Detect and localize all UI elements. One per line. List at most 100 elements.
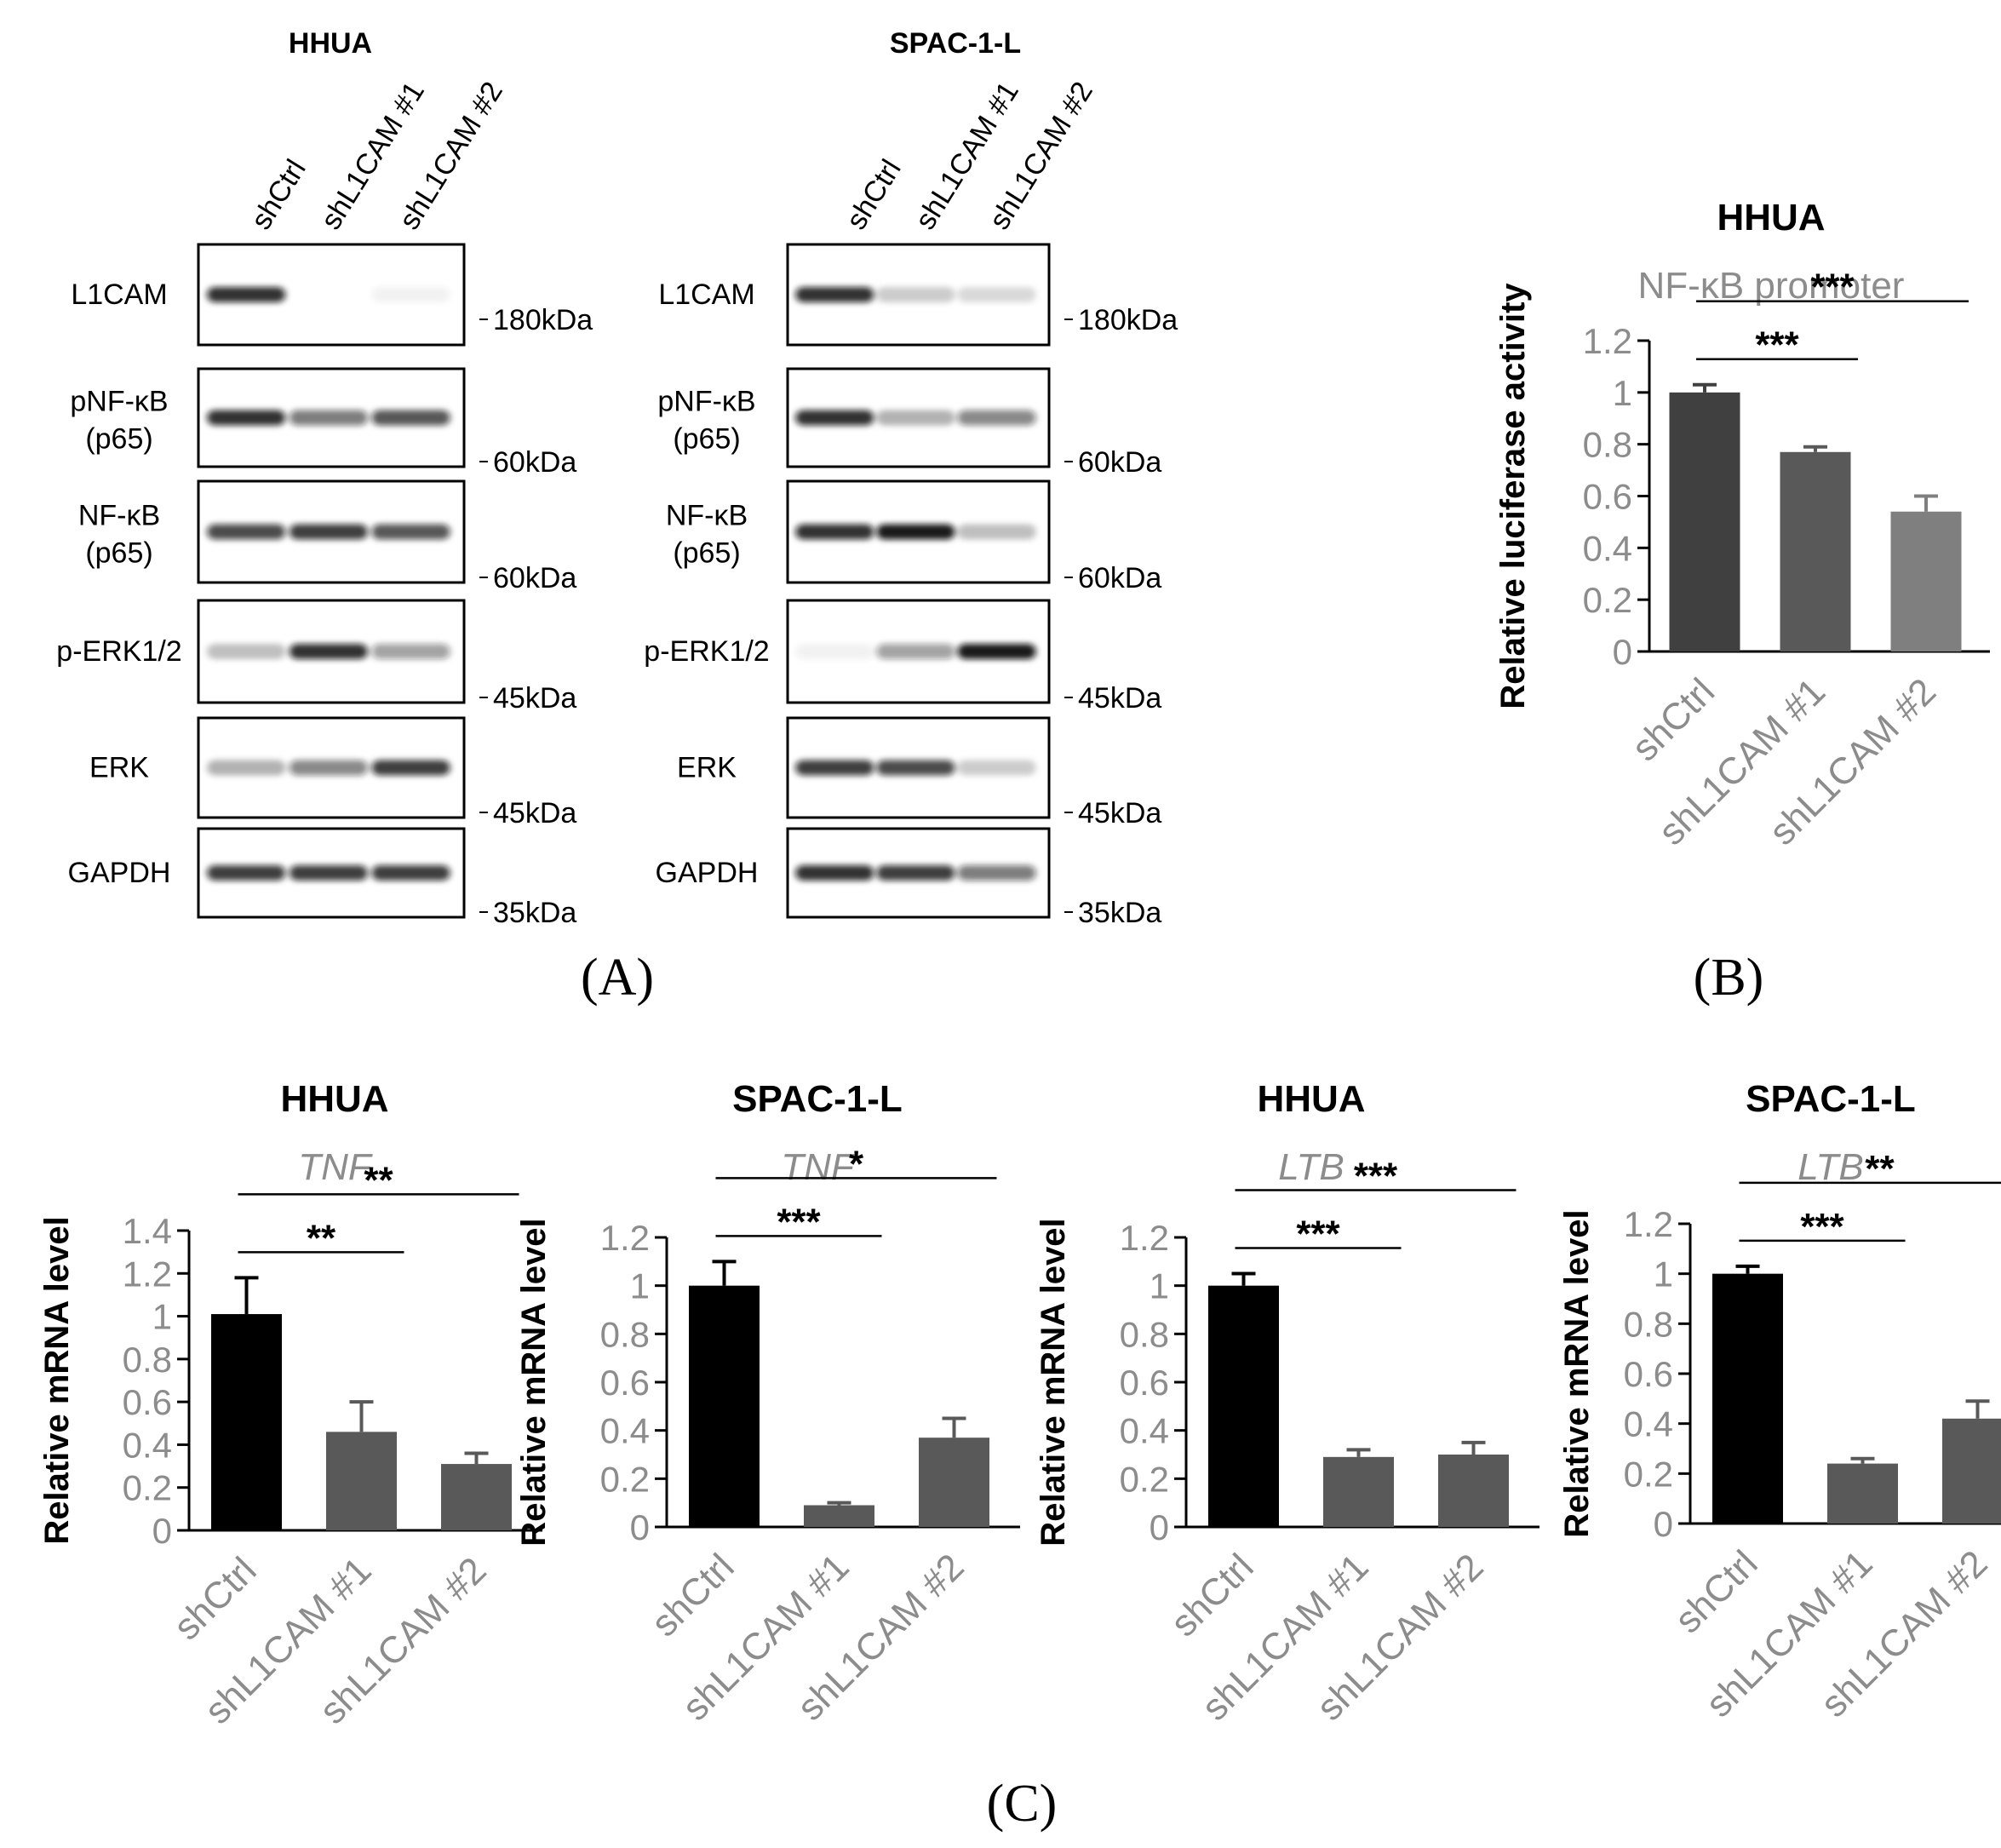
chart-subtitle: NF-κB promoter (1638, 265, 1905, 307)
blot-band (207, 644, 286, 659)
blot-band (289, 865, 368, 881)
blot-band (795, 524, 874, 540)
protein-label: GAPDH (68, 857, 171, 889)
blot-band (795, 410, 874, 426)
y-tick-label: 0 (1150, 1507, 1169, 1547)
blot-band (371, 644, 450, 659)
y-tick-label: 0.6 (1583, 477, 1632, 517)
x-tick-label: shCtrl (1624, 670, 1723, 769)
blot-band (207, 410, 286, 426)
blot-band (371, 410, 450, 426)
y-tick-label: 1.2 (123, 1254, 172, 1294)
bar (919, 1438, 989, 1527)
protein-label: GAPDH (656, 857, 759, 889)
size-marker: 35kDa (493, 897, 576, 929)
y-tick-label: 0.4 (1120, 1411, 1169, 1451)
y-axis-label: Relative mRNA level (1035, 1218, 1072, 1546)
significance-label: *** (1810, 267, 1855, 308)
y-tick-label: 1 (152, 1297, 172, 1337)
x-tick-label: shCtrl (166, 1549, 265, 1648)
significance-label: *** (777, 1201, 821, 1243)
blot-band (795, 760, 874, 776)
blot-band (371, 287, 450, 302)
chart-title: HHUA (1717, 197, 1825, 238)
blot-band (876, 524, 955, 540)
y-tick-label: 0 (1613, 632, 1632, 672)
chart-title: HHUA (280, 1078, 388, 1120)
protein-label: (p65) (85, 537, 152, 570)
significance-label: ** (1865, 1148, 1895, 1190)
bar (441, 1464, 512, 1530)
y-tick-label: 0.6 (1120, 1363, 1169, 1403)
chart-subtitle: LTB (1797, 1146, 1863, 1188)
y-tick-label: 0.4 (600, 1411, 650, 1451)
significance-label: *** (1800, 1206, 1844, 1248)
y-tick-label: 0 (630, 1507, 650, 1547)
bar (689, 1285, 760, 1527)
size-marker: 60kDa (1078, 446, 1161, 479)
y-tick-label: 1.2 (1583, 321, 1632, 361)
bar (1780, 451, 1851, 651)
bar (1890, 511, 1962, 651)
protein-label: NF-κB (666, 500, 748, 532)
chart-title: SPAC-1-L (732, 1078, 903, 1120)
y-tick-label: 0.6 (123, 1382, 172, 1422)
blot-band (795, 644, 874, 659)
y-tick-label: 0.2 (1120, 1459, 1169, 1499)
blot-band (957, 865, 1036, 881)
y-axis-label: Relative mRNA level (515, 1218, 553, 1546)
y-tick-label: 1.2 (600, 1218, 650, 1258)
significance-label: * (849, 1143, 864, 1185)
x-tick-label: shCtrl (644, 1546, 742, 1644)
chart-subtitle: TNF (298, 1146, 373, 1188)
y-tick-label: 0.6 (600, 1363, 650, 1403)
y-tick-label: 0.2 (1583, 580, 1632, 620)
y-tick-label: 0.4 (1583, 528, 1632, 568)
y-tick-label: 1 (1150, 1266, 1169, 1306)
y-tick-label: 1 (1654, 1254, 1673, 1294)
bar (1942, 1418, 2001, 1524)
y-tick-label: 1.2 (1120, 1218, 1169, 1258)
size-marker: 35kDa (1078, 897, 1161, 929)
bar-chart-0: HHUA NF-κB promoter Relative luciferase ac… (1494, 197, 1990, 853)
significance-label: *** (1354, 1156, 1398, 1197)
protein-label: L1CAM (658, 278, 754, 311)
blot-band (289, 524, 368, 540)
y-axis-label: Relative mRNA level (38, 1216, 76, 1544)
y-axis-label: Relative mRNA level (1558, 1209, 1596, 1537)
y-tick-label: 0.2 (1624, 1454, 1673, 1494)
blot-band (795, 865, 874, 881)
panel-label-a: (A) (581, 949, 654, 1007)
size-marker: 45kDa (493, 682, 576, 715)
protein-label: (p65) (673, 537, 740, 570)
chart-subtitle: LTB (1278, 1146, 1344, 1188)
blot-band (371, 760, 450, 776)
y-tick-label: 0.8 (123, 1340, 172, 1380)
bar (1208, 1285, 1279, 1527)
size-marker: 60kDa (1078, 562, 1161, 594)
y-tick-label: 0.8 (1120, 1314, 1169, 1354)
blot-band (289, 644, 368, 659)
protein-label: NF-κB (78, 500, 160, 532)
blot-band (207, 865, 286, 881)
bar (1669, 392, 1740, 651)
significance-label: ** (307, 1217, 336, 1259)
y-axis-label: Relative luciferase activity (1494, 283, 1532, 709)
size-marker: 45kDa (1078, 682, 1161, 715)
protein-label: pNF-κB (657, 386, 755, 418)
protein-label: pNF-κB (70, 386, 168, 418)
bar (211, 1314, 282, 1530)
blot-band (795, 287, 874, 302)
blot-band (957, 760, 1036, 776)
blot-band (289, 760, 368, 776)
lane-label: shCtrl (840, 154, 908, 235)
blot-band (207, 524, 286, 540)
blot-band (957, 410, 1036, 426)
bar (1827, 1463, 1898, 1524)
panel-label-c: (C) (987, 1775, 1058, 1833)
size-marker: 180kDa (493, 304, 593, 336)
chart-title: SPAC-1-L (1746, 1078, 1916, 1120)
y-tick-label: 0 (152, 1511, 172, 1551)
size-marker: 45kDa (493, 797, 576, 829)
protein-label: (p65) (673, 423, 740, 456)
